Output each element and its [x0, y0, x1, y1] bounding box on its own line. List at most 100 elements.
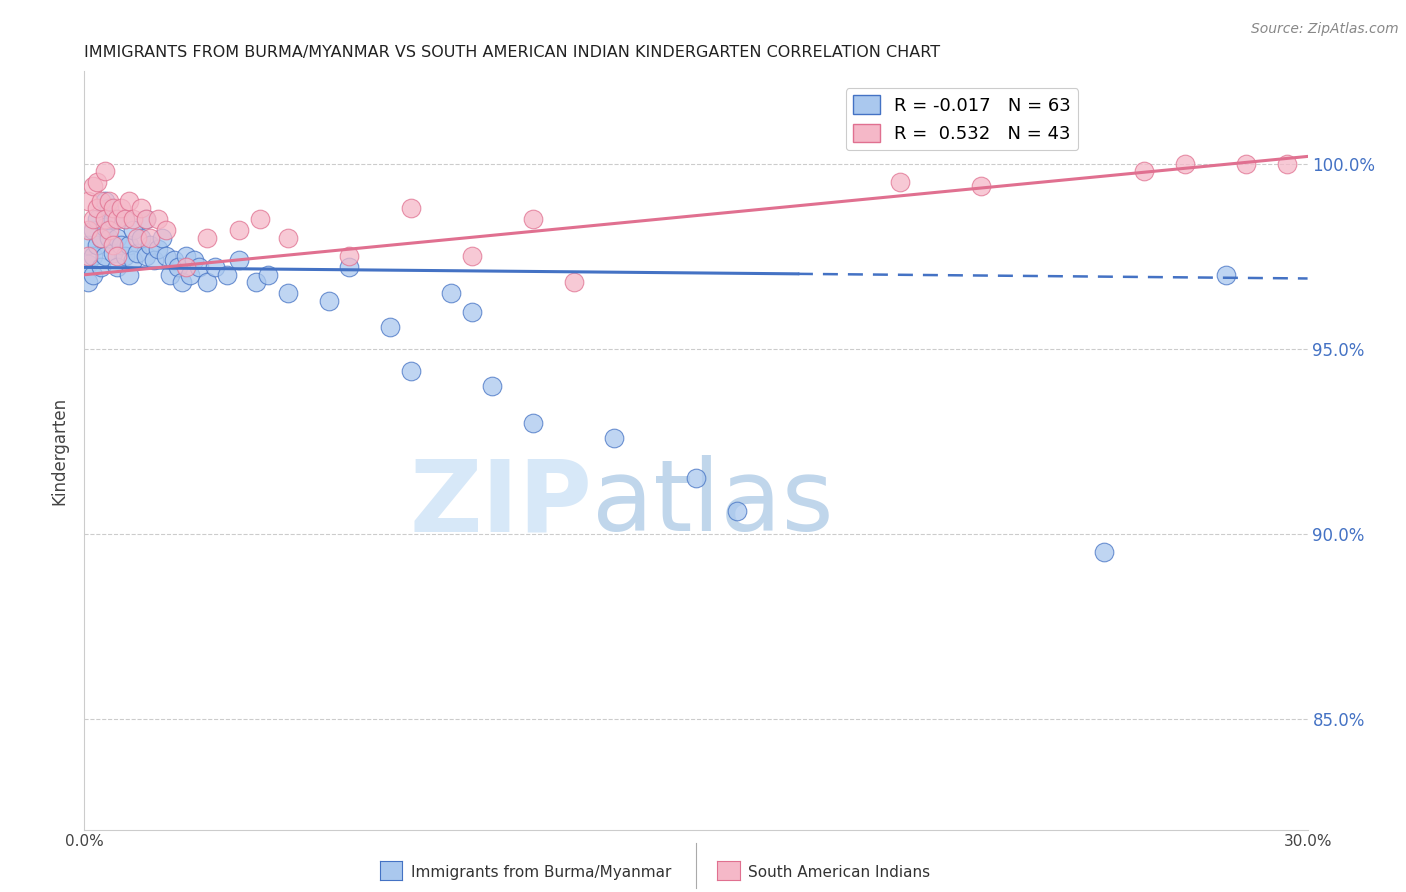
Point [183, 252, 205, 267]
Point [159, 268, 181, 282]
Point [522, 212, 544, 227]
Point [82, 212, 104, 227]
Point [217, 268, 239, 282]
Text: atlas: atlas [592, 455, 834, 552]
Point [172, 275, 194, 289]
Point [318, 293, 340, 308]
Point [150, 231, 173, 245]
Point [122, 212, 145, 227]
Point [110, 238, 132, 252]
Point [204, 260, 226, 275]
Point [135, 249, 157, 263]
Point [101, 212, 124, 227]
Text: Immigrants from Burma/Myanmar: Immigrants from Burma/Myanmar [411, 865, 671, 880]
Point [97, 194, 120, 208]
Point [97, 201, 120, 215]
Point [86, 238, 108, 252]
Point [228, 252, 250, 267]
Y-axis label: Kindergarten: Kindergarten [51, 396, 69, 505]
Point [1277, 157, 1299, 171]
Point [97, 231, 120, 245]
Point [131, 231, 153, 245]
Point [562, 275, 585, 289]
Point [155, 223, 177, 237]
Point [93, 219, 115, 234]
Point [167, 260, 190, 275]
Point [90, 194, 112, 208]
Point [127, 231, 149, 245]
Point [481, 378, 503, 392]
Point [440, 286, 463, 301]
Point [131, 201, 153, 215]
Point [142, 252, 165, 267]
Point [277, 231, 299, 245]
Text: IMMIGRANTS FROM BURMA/MYANMAR VS SOUTH AMERICAN INDIAN KINDERGARTEN CORRELATION : IMMIGRANTS FROM BURMA/MYANMAR VS SOUTH A… [84, 45, 941, 61]
Point [245, 275, 267, 289]
Point [86, 175, 108, 189]
Point [77, 194, 100, 208]
Point [339, 249, 361, 263]
Text: ZIP: ZIP [409, 455, 592, 552]
Point [122, 223, 145, 237]
Point [77, 249, 100, 263]
Point [105, 249, 128, 263]
Point [93, 164, 115, 178]
Point [110, 201, 132, 215]
Point [118, 194, 141, 208]
Point [257, 268, 280, 282]
Point [93, 194, 115, 208]
Point [105, 260, 128, 275]
Point [174, 260, 197, 275]
Point [101, 245, 124, 260]
Point [187, 260, 209, 275]
Point [93, 212, 115, 227]
Point [179, 268, 201, 282]
Point [1092, 545, 1115, 559]
Point [339, 260, 361, 275]
Point [155, 249, 177, 263]
Point [82, 268, 104, 282]
Point [399, 201, 422, 215]
Point [90, 231, 112, 245]
Point [93, 249, 115, 263]
Point [77, 238, 100, 252]
Point [461, 305, 484, 319]
Point [86, 212, 108, 227]
Point [122, 252, 145, 267]
Point [138, 238, 160, 252]
Point [77, 223, 100, 237]
Point [1133, 164, 1156, 178]
Point [101, 238, 124, 252]
Point [77, 275, 100, 289]
Point [380, 319, 402, 334]
Point [277, 286, 299, 301]
Point [146, 212, 169, 227]
Point [889, 175, 911, 189]
Point [522, 416, 544, 430]
Point [970, 179, 993, 194]
Point [114, 249, 136, 263]
Point [174, 249, 197, 263]
Point [82, 223, 104, 237]
Point [118, 238, 141, 252]
Point [135, 212, 157, 227]
Point [195, 275, 218, 289]
Text: Source: ZipAtlas.com: Source: ZipAtlas.com [1251, 22, 1399, 37]
Point [114, 212, 136, 227]
Point [90, 260, 112, 275]
Point [86, 201, 108, 215]
Point [163, 252, 186, 267]
Point [249, 212, 271, 227]
Point [77, 257, 100, 271]
Point [118, 268, 141, 282]
Point [101, 201, 124, 215]
Point [105, 231, 128, 245]
Point [135, 212, 157, 227]
Point [461, 249, 484, 263]
Point [82, 179, 104, 194]
Point [228, 223, 250, 237]
Point [105, 212, 128, 227]
Point [685, 471, 707, 485]
Point [725, 504, 748, 518]
Point [1236, 157, 1258, 171]
